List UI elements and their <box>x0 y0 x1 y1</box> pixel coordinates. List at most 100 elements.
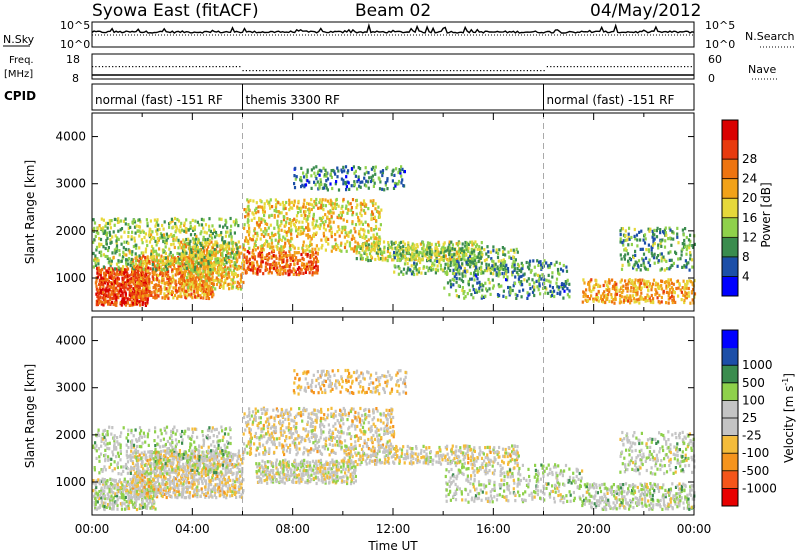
heatmap-cell <box>250 255 254 259</box>
heatmap-cell <box>215 282 219 287</box>
heatmap-cell <box>280 228 283 232</box>
heatmap-cell <box>520 295 523 299</box>
heatmap-cell <box>253 245 256 249</box>
heatmap-cell <box>109 498 112 502</box>
heatmap-cell <box>108 259 111 263</box>
heatmap-cell <box>107 246 110 250</box>
heatmap-cell <box>226 250 229 254</box>
nave-point <box>667 66 669 68</box>
heatmap-cell <box>643 241 647 245</box>
heatmap-cell <box>316 180 319 184</box>
heatmap-cell <box>264 265 267 269</box>
heatmap-cell <box>278 233 281 237</box>
heatmap-cell <box>353 182 356 186</box>
heatmap-cell <box>116 281 119 285</box>
heatmap-cell <box>281 200 285 205</box>
heatmap-cell <box>461 248 464 252</box>
heatmap-cell <box>358 251 361 255</box>
heatmap-cell <box>180 221 183 225</box>
heatmap-cell <box>459 247 462 251</box>
heatmap-cell <box>98 286 101 290</box>
heatmap-cell <box>137 468 140 473</box>
heatmap-cell <box>193 292 196 296</box>
heatmap-cell <box>101 287 104 291</box>
heatmap-cell <box>451 246 454 251</box>
heatmap-cell <box>460 278 463 282</box>
heatmap-cell <box>538 274 541 278</box>
heatmap-cell <box>263 219 267 223</box>
heatmap-cell <box>632 255 635 260</box>
nave-point <box>182 66 184 68</box>
heatmap-cell <box>219 283 222 287</box>
heatmap-cell <box>120 287 123 291</box>
heatmap-cell <box>100 217 103 221</box>
heatmap-cell <box>246 198 249 202</box>
heatmap-cell <box>101 280 104 284</box>
heatmap-cell <box>151 275 154 279</box>
heatmap-cell <box>118 249 121 253</box>
heatmap-cell <box>433 252 436 256</box>
heatmap-cell <box>499 264 502 268</box>
heatmap-cell <box>126 480 129 484</box>
heatmap-cell <box>270 231 274 235</box>
heatmap-cell <box>129 288 132 293</box>
heatmap-cell <box>377 246 380 250</box>
heatmap-cell <box>109 484 112 488</box>
heatmap-cell <box>93 221 97 225</box>
heatmap-cell <box>254 267 257 271</box>
heatmap-cell <box>229 264 232 268</box>
heatmap-cell <box>118 253 121 257</box>
heatmap-cell <box>295 229 298 233</box>
heatmap-cell <box>198 223 201 227</box>
heatmap-cell <box>160 281 164 285</box>
heatmap-cell <box>209 263 212 267</box>
heatmap-cell <box>512 255 515 259</box>
heatmap-cell <box>536 259 539 263</box>
heatmap-cell <box>286 238 289 242</box>
heatmap-cell <box>212 250 215 254</box>
heatmap-cell <box>188 256 191 260</box>
heatmap-cell <box>301 246 304 250</box>
heatmap-cell <box>644 256 648 260</box>
nave-point <box>379 70 381 72</box>
heatmap-cell <box>124 222 127 226</box>
heatmap-cell <box>102 496 105 500</box>
heatmap-cell <box>159 232 163 236</box>
heatmap-cell <box>635 268 638 272</box>
heatmap-cell <box>430 248 433 252</box>
heatmap-cell <box>236 267 239 271</box>
heatmap-cell <box>295 256 298 260</box>
heatmap-cell <box>168 259 171 263</box>
heatmap-cell <box>679 288 682 292</box>
heatmap-cell <box>224 240 227 244</box>
heatmap-cell <box>108 506 112 510</box>
heatmap-cell <box>297 228 300 232</box>
heatmap-cell <box>486 289 489 293</box>
heatmap-cell <box>270 213 273 217</box>
heatmap-cell <box>491 259 494 263</box>
heatmap-cell <box>650 293 653 298</box>
heatmap-cell <box>94 505 97 509</box>
heatmap-cell <box>628 226 631 230</box>
heatmap-cell <box>489 292 492 296</box>
heatmap-cell <box>410 272 414 276</box>
heatmap-cell <box>226 245 229 249</box>
heatmap-cell <box>448 253 451 257</box>
nave-point <box>179 66 181 68</box>
heatmap-cell <box>553 289 556 293</box>
heatmap-cell <box>126 297 129 301</box>
heatmap-cell <box>175 224 178 228</box>
heatmap-cell <box>204 282 208 286</box>
heatmap-cell <box>177 272 180 276</box>
heatmap-cell <box>372 203 375 207</box>
heatmap-cell <box>143 495 146 499</box>
heatmap-cell <box>131 500 134 504</box>
nave-point <box>359 70 361 72</box>
heatmap-cell <box>110 285 113 289</box>
heatmap-cell <box>111 498 114 502</box>
heatmap-cell <box>650 288 653 292</box>
heatmap-cell <box>396 258 399 262</box>
heatmap-cell <box>130 277 133 281</box>
heatmap-cell <box>684 259 687 263</box>
heatmap-cell <box>461 272 464 276</box>
